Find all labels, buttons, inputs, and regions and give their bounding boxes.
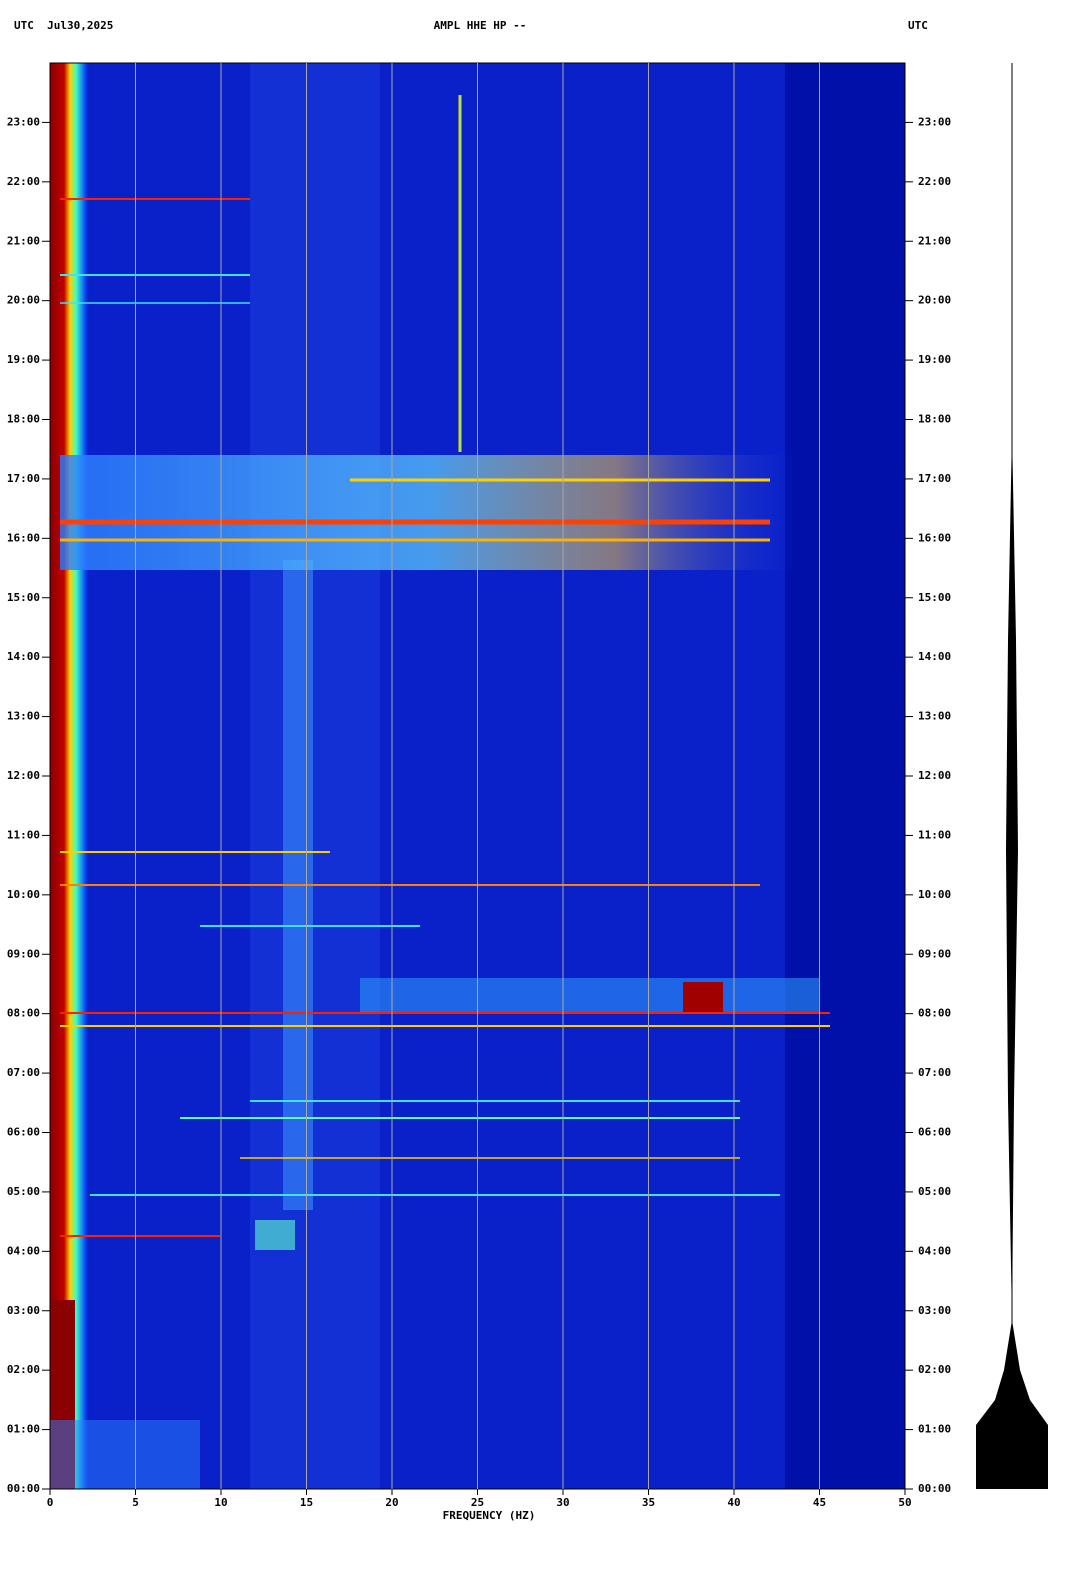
x-tick-label: 0: [47, 1496, 54, 1509]
x-tick-label: 10: [214, 1496, 227, 1509]
y-tick-label-right: 11:00: [918, 828, 951, 841]
chart-title: AMPL HHE HP --: [434, 19, 527, 32]
y-tick-label-right: 17:00: [918, 472, 951, 485]
y-tick-label: 21:00: [7, 234, 40, 247]
y-tick-label-right: 01:00: [918, 1423, 951, 1436]
y-tick-label-right: 22:00: [918, 175, 951, 188]
y-tick-label-right: 12:00: [918, 769, 951, 782]
y-tick-label: 18:00: [7, 413, 40, 426]
x-tick-label: 45: [813, 1496, 826, 1509]
y-tick-label-right: 13:00: [918, 710, 951, 723]
y-tick-label-right: 20:00: [918, 294, 951, 307]
x-tick-label: 40: [727, 1496, 740, 1509]
y-tick-label: 16:00: [7, 531, 40, 544]
y-tick-label: 09:00: [7, 947, 40, 960]
y-tick-label-right: 10:00: [918, 888, 951, 901]
y-tick-label: 07:00: [7, 1066, 40, 1079]
y-tick-label: 10:00: [7, 888, 40, 901]
y-tick-label: 19:00: [7, 353, 40, 366]
y-tick-label-right: 09:00: [918, 947, 951, 960]
y-tick-label-right: 06:00: [918, 1126, 951, 1139]
y-tick-label: 03:00: [7, 1304, 40, 1317]
y-tick-label-right: 02:00: [918, 1363, 951, 1376]
y-tick-label: 20:00: [7, 294, 40, 307]
y-tick-label-right: 15:00: [918, 591, 951, 604]
y-tick-label: 08:00: [7, 1007, 40, 1020]
title-left: UTC Jul30,2025: [14, 19, 113, 32]
x-tick-label: 50: [898, 1496, 911, 1509]
y-tick-label: 05:00: [7, 1185, 40, 1198]
y-tick-label: 22:00: [7, 175, 40, 188]
y-tick-label: 12:00: [7, 769, 40, 782]
y-tick-label-right: 07:00: [918, 1066, 951, 1079]
y-tick-label: 06:00: [7, 1126, 40, 1139]
y-tick-label: 11:00: [7, 828, 40, 841]
y-tick-label: 17:00: [7, 472, 40, 485]
y-tick-label-right: 18:00: [918, 413, 951, 426]
y-tick-label-right: 21:00: [918, 234, 951, 247]
y-tick-label-right: 04:00: [918, 1244, 951, 1257]
y-tick-label-right: 08:00: [918, 1007, 951, 1020]
y-tick-label: 14:00: [7, 650, 40, 663]
y-tick-label-right: 16:00: [918, 531, 951, 544]
y-tick-label-right: 00:00: [918, 1482, 951, 1495]
y-tick-label: 02:00: [7, 1363, 40, 1376]
x-tick-label: 15: [300, 1496, 313, 1509]
y-tick-label-right: 23:00: [918, 115, 951, 128]
x-tick-label: 30: [556, 1496, 569, 1509]
title-right: UTC: [908, 19, 928, 32]
x-axis-label: FREQUENCY (HZ): [443, 1509, 536, 1522]
x-tick-label: 25: [471, 1496, 484, 1509]
x-tick-label: 5: [132, 1496, 139, 1509]
y-tick-label-right: 19:00: [918, 353, 951, 366]
x-tick-label: 20: [385, 1496, 398, 1509]
y-tick-label-right: 03:00: [918, 1304, 951, 1317]
y-tick-label: 13:00: [7, 710, 40, 723]
y-tick-label-right: 05:00: [918, 1185, 951, 1198]
y-tick-label: 15:00: [7, 591, 40, 604]
seismogram: [976, 63, 1048, 1489]
x-tick-label: 35: [642, 1496, 655, 1509]
y-tick-label: 23:00: [7, 115, 40, 128]
y-tick-label-right: 14:00: [918, 650, 951, 663]
y-tick-label: 00:00: [7, 1482, 40, 1495]
y-tick-label: 01:00: [7, 1423, 40, 1436]
y-tick-label: 04:00: [7, 1244, 40, 1257]
